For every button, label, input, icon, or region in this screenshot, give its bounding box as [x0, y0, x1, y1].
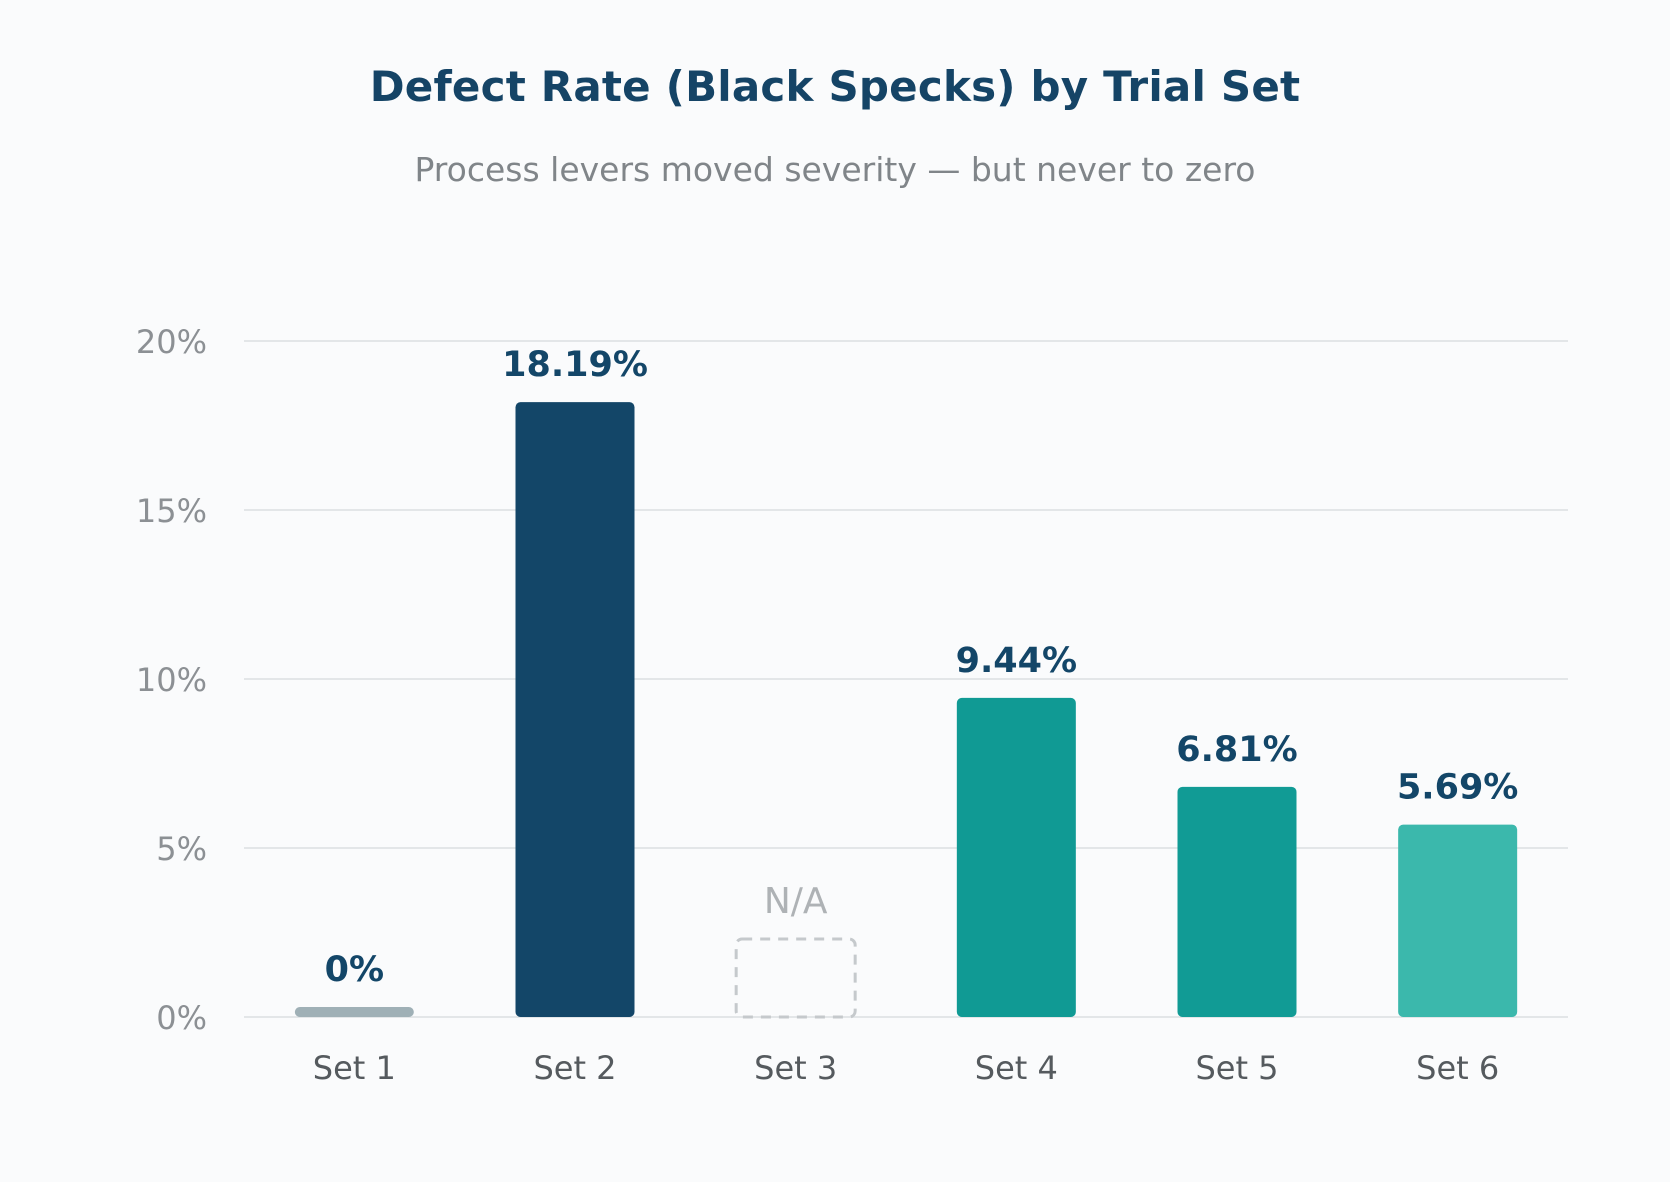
x-tick-label: Set 3: [754, 1049, 837, 1087]
data-label: 5.69%: [1397, 768, 1518, 808]
bar: [1177, 786, 1297, 1017]
chart-subtitle: Process levers moved severity — but neve…: [414, 150, 1256, 189]
data-label: 9.44%: [956, 641, 1077, 681]
data-label: 0%: [325, 950, 384, 990]
y-tick-label: 0%: [156, 999, 207, 1037]
bar: [294, 1007, 414, 1017]
x-tick-label: Set 5: [1195, 1049, 1278, 1087]
x-tick-label: Set 2: [533, 1049, 616, 1087]
x-tick-label: Set 6: [1416, 1049, 1499, 1087]
y-tick-label: 20%: [136, 323, 207, 361]
y-tick-label: 5%: [156, 830, 207, 868]
x-tick-label: Set 1: [313, 1049, 396, 1087]
bar-placeholder: [734, 937, 857, 1019]
bar: [956, 697, 1076, 1017]
bar: [515, 402, 635, 1018]
bar: [1398, 824, 1518, 1017]
x-tick-label: Set 4: [975, 1049, 1058, 1087]
chart-title: Defect Rate (Black Specks) by Trial Set: [369, 62, 1301, 111]
y-tick-label: 10%: [136, 661, 207, 699]
y-tick-label: 15%: [136, 492, 207, 530]
data-label: N/A: [764, 881, 828, 922]
data-label: 18.19%: [502, 345, 648, 385]
data-label: 6.81%: [1176, 730, 1297, 770]
